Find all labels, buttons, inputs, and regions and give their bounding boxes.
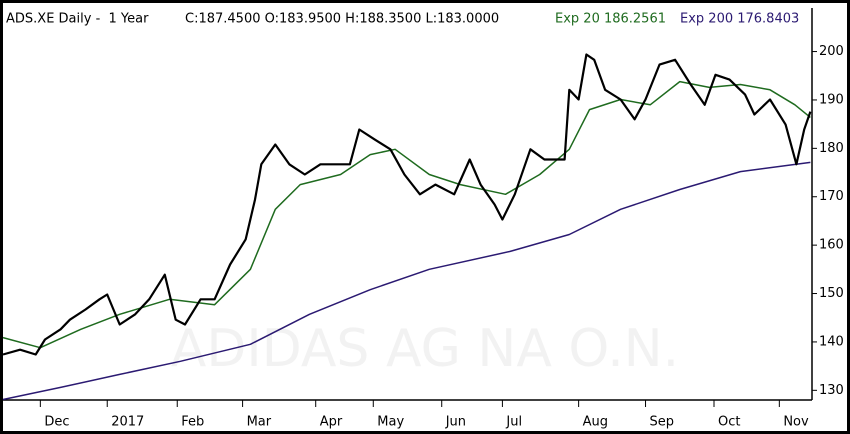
x-tick-label: Feb (181, 415, 204, 430)
y-tick-label: 140 (819, 334, 844, 349)
series-line (2, 80, 811, 349)
legend-entry: Exp 20 186.2561 (555, 12, 666, 27)
series-line (2, 53, 812, 356)
y-tick-label: 160 (819, 238, 844, 253)
x-tick-label: Dec (44, 415, 69, 430)
x-tick-label: Aug (583, 415, 608, 430)
watermark: ADIDAS AG NA O.N. (171, 319, 679, 379)
x-tick-label: Mar (247, 415, 272, 430)
x-tick-label: Sep (650, 415, 675, 430)
x-tick-label: 2017 (111, 415, 144, 430)
y-tick-label: 200 (819, 44, 844, 59)
x-tick-label: May (377, 415, 404, 430)
x-tick-label: Nov (783, 415, 809, 430)
legend-entry: Exp 200 176.8403 (680, 12, 799, 27)
x-tick-label: Oct (718, 415, 740, 430)
y-tick-label: 150 (819, 286, 844, 301)
chart-title: ADS.XE Daily - 1 Year (6, 12, 149, 27)
ohlc: C:187.4500 O:183.9500 H:188.3500 L:183.0… (185, 12, 499, 27)
y-tick-label: 130 (819, 383, 844, 398)
x-tick-label: Jun (445, 415, 466, 430)
y-tick-label: 180 (819, 141, 844, 156)
y-tick-label: 170 (819, 189, 844, 204)
x-tick-label: Jul (505, 415, 522, 430)
x-tick-label: Apr (320, 415, 343, 430)
y-tick-label: 190 (819, 92, 844, 107)
series-line (2, 161, 811, 401)
